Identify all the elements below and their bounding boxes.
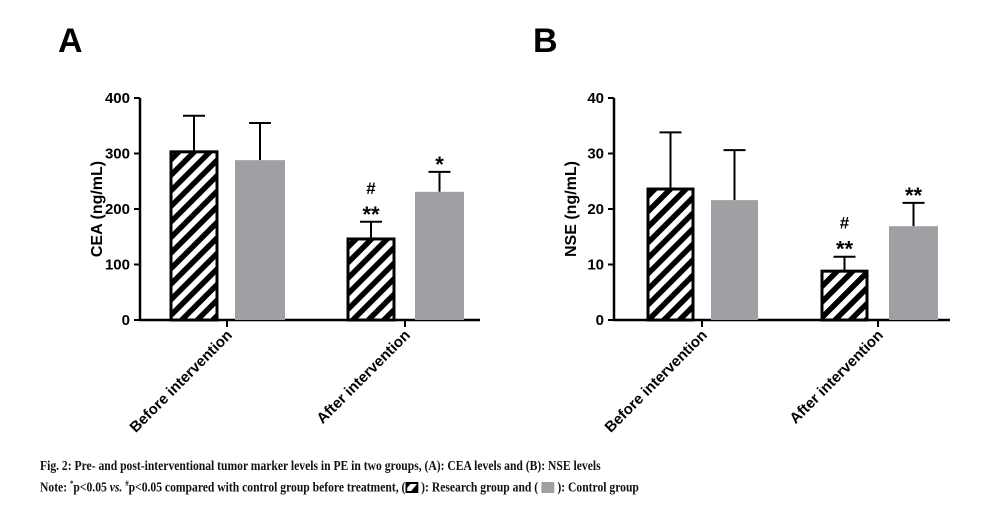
x-tick-label: Before intervention xyxy=(127,327,236,436)
panel-label: A xyxy=(58,22,83,60)
bar-research xyxy=(169,150,219,322)
y-tick-label: 10 xyxy=(587,257,604,274)
legend-control-swatch xyxy=(541,481,555,493)
bar-control xyxy=(711,200,758,320)
significance-marker: * xyxy=(435,152,444,177)
x-tick-label: Before intervention xyxy=(602,327,711,436)
x-tick-label: After intervention xyxy=(786,327,886,427)
bar-research xyxy=(646,187,695,322)
panel-label: B xyxy=(533,22,558,60)
bar-research xyxy=(820,269,869,322)
y-tick-label: 0 xyxy=(596,312,604,329)
significance-marker: # xyxy=(366,179,376,198)
caption-note: Note: *p<0.05 vs. #p<0.05 compared with … xyxy=(40,479,639,496)
significance-marker: ** xyxy=(362,202,380,227)
y-tick-label: 0 xyxy=(122,312,130,329)
y-tick-label: 400 xyxy=(105,90,130,107)
note-text: p<0.05 xyxy=(73,479,110,495)
y-tick-label: 30 xyxy=(587,146,604,163)
y-tick-label: 20 xyxy=(587,201,604,218)
bar-control xyxy=(415,191,464,320)
note-text: p<0.05 compared with control group befor… xyxy=(128,479,406,495)
bar-control xyxy=(889,226,938,320)
y-axis-label: CEA (ng/mL) xyxy=(89,161,106,257)
bar-research xyxy=(346,237,396,322)
x-tick-label: After intervention xyxy=(313,327,413,427)
significance-marker: # xyxy=(840,214,850,233)
significance-marker: ** xyxy=(836,237,854,262)
sup: * xyxy=(69,479,74,488)
vs: vs. xyxy=(109,479,123,495)
y-tick-label: 300 xyxy=(105,146,130,163)
significance-marker: ** xyxy=(905,183,923,208)
legend-research-label: ): Research group and ( xyxy=(418,479,539,495)
legend-research-swatch xyxy=(405,481,419,493)
y-axis-label: NSE (ng/mL) xyxy=(563,161,580,257)
caption-line-1: Fig. 2: Pre- and post-interventional tum… xyxy=(40,458,601,473)
note-prefix: Note: xyxy=(40,479,70,495)
sup: # xyxy=(125,479,129,488)
y-tick-label: 100 xyxy=(105,257,130,274)
bar-control xyxy=(235,160,285,320)
legend-control-label: ): Control group xyxy=(554,479,639,495)
y-tick-label: 200 xyxy=(105,201,130,218)
y-tick-label: 40 xyxy=(587,90,604,107)
